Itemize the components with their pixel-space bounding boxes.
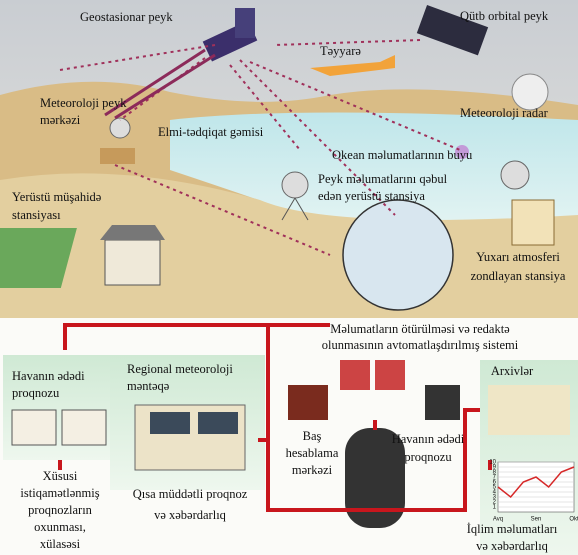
x-tick-label: Okt bbox=[569, 517, 578, 523]
label: Məlumatların ötürülməsi və redaktə bbox=[330, 322, 510, 336]
label: Baş bbox=[303, 429, 322, 443]
label: istiqamətlənmiş bbox=[20, 486, 99, 500]
label: olunmasının avtomatlaşdırılmış sistemi bbox=[322, 338, 519, 352]
label: proqnozların bbox=[28, 503, 93, 517]
label: və xəbərdarlıq bbox=[154, 508, 227, 522]
label: Meteoroloji peyk bbox=[40, 96, 127, 110]
label: proqnozu bbox=[12, 386, 60, 400]
label: Havanın ədədi bbox=[392, 432, 465, 446]
label: Yuxarı atmosferi bbox=[476, 250, 560, 264]
label: Xüsusi bbox=[43, 469, 78, 483]
label: Regional meteoroloji bbox=[127, 362, 233, 376]
label: Qısa müddətli proqnoz bbox=[133, 487, 248, 501]
label: İqlim məlumatları bbox=[467, 522, 558, 536]
label: və xəbərdarlıq bbox=[476, 539, 549, 553]
label: Peyk məlumatlarını qəbul bbox=[318, 172, 448, 186]
diagram: 12345678910AvqSenOkt Geostasionar peykQü… bbox=[0, 0, 578, 555]
label: proqnozu bbox=[404, 450, 452, 464]
label: Yerüstü müşahidə bbox=[12, 190, 102, 204]
label: Meteoroloji radar bbox=[460, 106, 549, 120]
label: Arxivlər bbox=[491, 364, 534, 378]
label: Elmi-tədqiqat gəmisi bbox=[158, 125, 264, 139]
label: oxunması, bbox=[34, 520, 86, 534]
label: mərkəzi bbox=[292, 463, 333, 477]
label: zondlayan stansiya bbox=[471, 269, 566, 283]
y-tick-label: 10 bbox=[489, 460, 496, 466]
label: Qütb orbital peyk bbox=[460, 9, 549, 23]
label: hesablama bbox=[286, 446, 339, 460]
label: Havanın ədədi bbox=[12, 369, 85, 383]
label: Geostasionar peyk bbox=[80, 10, 173, 24]
label: xülasəsi bbox=[40, 537, 81, 551]
label: edən yerüstü stansiya bbox=[318, 189, 425, 203]
label: mərkəzi bbox=[40, 113, 81, 127]
label: Təyyarə bbox=[320, 44, 361, 58]
label: stansiyası bbox=[12, 208, 61, 222]
label: məntəqə bbox=[127, 379, 170, 393]
label: Okean məlumatlarının buyu bbox=[332, 148, 473, 162]
